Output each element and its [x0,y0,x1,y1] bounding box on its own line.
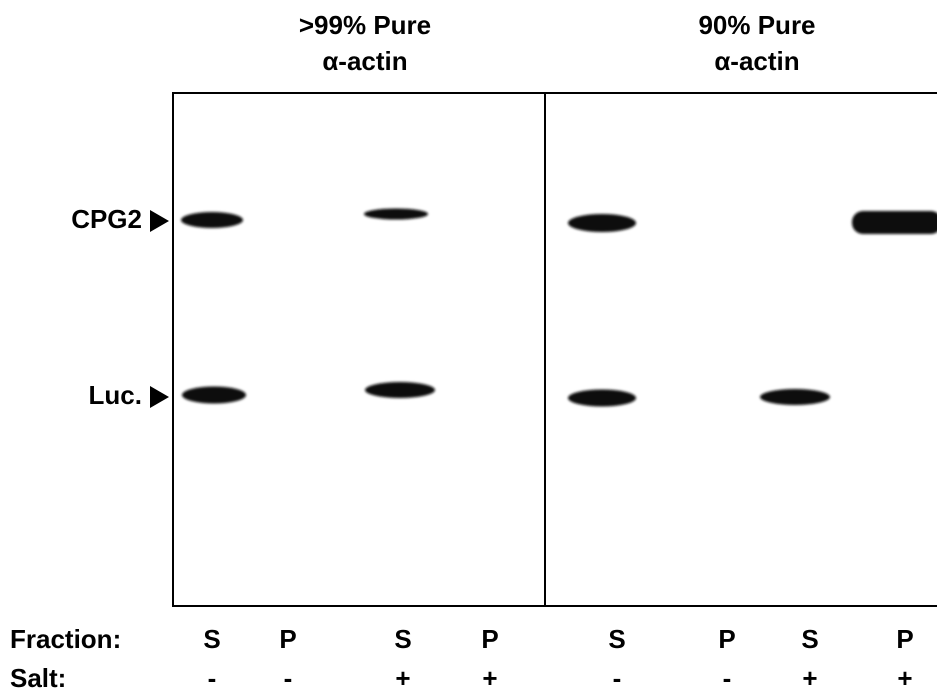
panel-title: α-actin [714,46,799,76]
lane-labels: Fraction: S P S P S P S P Salt: - - + + - - + + [10,624,914,692]
band [182,387,246,404]
lane-label: + [897,663,912,692]
lane-label: - [723,663,732,692]
panel-title: 90% Pure [698,10,815,40]
gel-frame [173,93,937,606]
panel-title: α-actin [322,46,407,76]
marker-label: Luc. [89,380,142,410]
lane-label: P [481,624,498,654]
lane-label: P [718,624,735,654]
band [852,211,937,234]
marker-arrow [150,210,169,232]
band [568,214,636,232]
marker-label: CPG2 [71,204,142,234]
lane-label: - [613,663,622,692]
band [181,212,243,228]
panel-title: >99% Pure [299,10,431,40]
lane-label: - [208,663,217,692]
band [365,382,435,398]
lane-label: P [279,624,296,654]
lane-label: + [802,663,817,692]
band [760,389,830,405]
marker-arrow [150,386,169,408]
lane-label: S [203,624,220,654]
gel-figure: >99% Pure α-actin 90% Pure α-actin CPG2 … [0,0,937,692]
lane-label: S [801,624,818,654]
bands [181,209,937,407]
lane-label: S [608,624,625,654]
lane-label: S [394,624,411,654]
lane-label: + [482,663,497,692]
band [364,209,428,220]
row-label: Salt: [10,663,66,692]
band [568,390,636,407]
row-label: Fraction: [10,624,121,654]
lane-label: + [395,663,410,692]
lane-label: P [896,624,913,654]
lane-label: - [284,663,293,692]
